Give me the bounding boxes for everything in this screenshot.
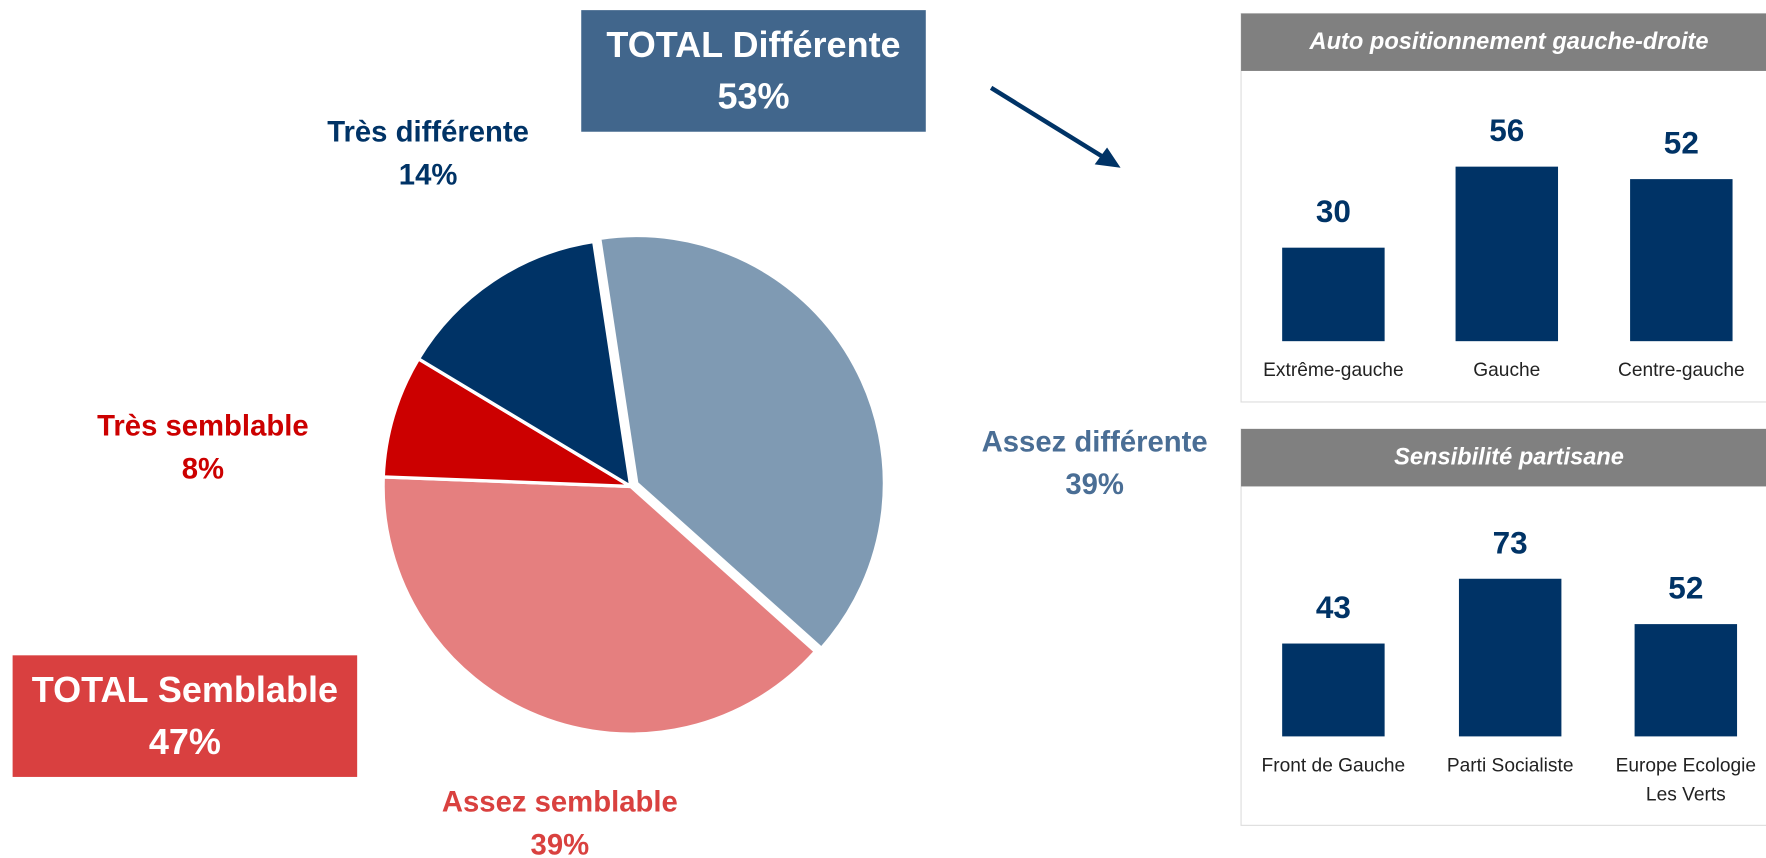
slice-value: 14% <box>399 160 458 192</box>
x-label-box: Gauche <box>1473 359 1541 381</box>
x-label-box: Front de Gauche <box>1261 754 1406 776</box>
pie-slice <box>381 356 632 489</box>
bar <box>1458 578 1562 737</box>
panel-title: Sensibilité partisane <box>1394 445 1624 471</box>
pie-slice <box>381 475 818 736</box>
slice-value: 39% <box>1065 469 1124 501</box>
panel-header <box>1241 429 1766 487</box>
x-tick-label: Europe Ecologie Les Verts <box>1615 754 1757 806</box>
x-label-box: Parti Socialiste <box>1446 754 1574 776</box>
pie-slice <box>597 233 887 651</box>
arrow-head <box>1094 147 1121 168</box>
slice-value: 39% <box>531 829 590 858</box>
slice-label: Très semblable <box>97 411 308 443</box>
slice-label: Très différente <box>327 117 529 149</box>
slice-label: Assez semblable <box>442 787 678 819</box>
bar <box>1282 643 1385 737</box>
x-label-box: Europe Ecologie Les Verts <box>1615 754 1757 806</box>
total-label: TOTAL Semblable <box>32 669 338 710</box>
bar-value: 73 <box>1493 524 1528 560</box>
x-label-box: Centre-gauche <box>1618 359 1745 381</box>
bar <box>1634 624 1738 737</box>
slice-label: Assez différente <box>982 426 1208 458</box>
x-tick-label: Front de Gauche <box>1261 754 1406 776</box>
bar-value: 56 <box>1489 112 1524 148</box>
pie-slice <box>416 239 633 490</box>
x-tick-label: Centre-gauche <box>1618 359 1745 381</box>
bar-value: 52 <box>1668 570 1703 606</box>
total-box <box>581 10 926 132</box>
total-label: TOTAL Différente <box>606 24 900 65</box>
x-tick-label: Gauche <box>1473 359 1541 381</box>
panel-title: Auto positionnement gauche-droite <box>1309 29 1709 55</box>
total-box <box>12 655 358 777</box>
x-tick-label: Parti Socialiste <box>1446 754 1574 776</box>
bar <box>1630 179 1733 342</box>
total-value: 47% <box>149 721 221 762</box>
panel-header <box>1241 13 1766 71</box>
bar-value: 43 <box>1316 589 1351 625</box>
x-tick-label: Extrême-gauche <box>1263 359 1404 381</box>
total-value: 53% <box>717 76 789 117</box>
bar-value: 30 <box>1316 193 1351 229</box>
x-label-box: Extrême-gauche <box>1263 359 1404 381</box>
bar-value: 52 <box>1664 125 1699 161</box>
arrow <box>989 85 1108 161</box>
slice-value: 8% <box>182 453 224 485</box>
bar <box>1282 247 1385 342</box>
bar <box>1455 166 1559 342</box>
